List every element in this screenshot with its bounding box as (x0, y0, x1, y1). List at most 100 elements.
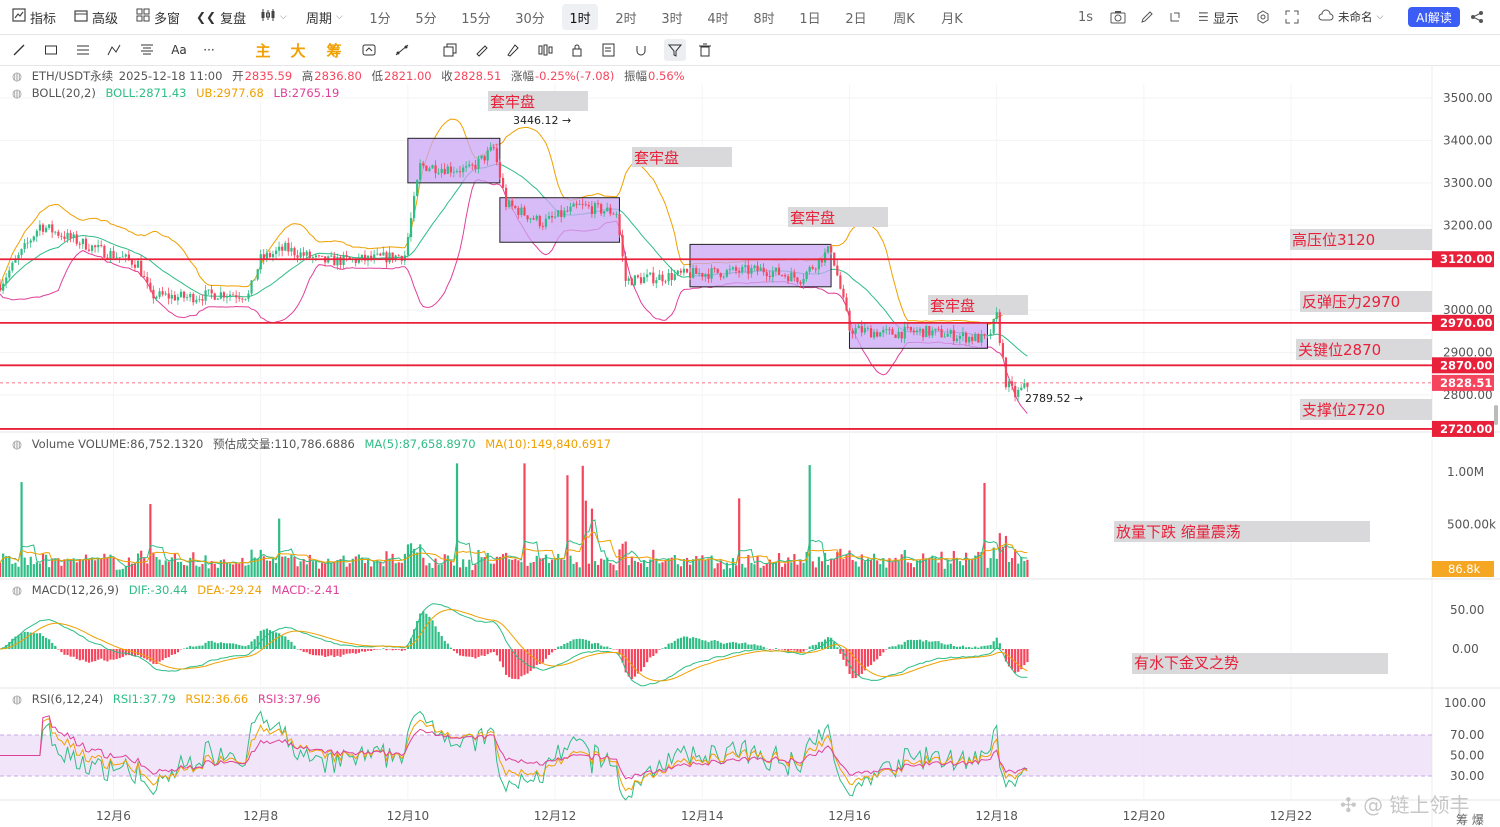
fullscreen-icon[interactable] (1285, 4, 1299, 30)
macd-bar (636, 649, 640, 674)
sync-icon[interactable] (360, 41, 378, 59)
big-order-button[interactable]: 大 (290, 41, 306, 60)
candle-body (238, 297, 241, 299)
volume-bar (1023, 561, 1026, 577)
candle (489, 142, 492, 152)
replay-button[interactable]: ❮❮ 复盘 (188, 4, 254, 30)
volume-bar (29, 556, 32, 577)
period-button[interactable]: 周期 ⌵ (298, 4, 351, 30)
indicators-button[interactable]: 指标 (4, 4, 64, 30)
magnet-icon[interactable] (632, 41, 650, 59)
fib-icon[interactable] (106, 41, 124, 59)
volume-bar (133, 563, 137, 577)
volume-bar (508, 559, 511, 577)
macd-bar (449, 647, 452, 649)
filter-icon[interactable] (664, 39, 686, 61)
volume-bar (790, 562, 793, 577)
candle-body (830, 246, 833, 253)
candle-body (670, 272, 673, 280)
display-button[interactable]: ☰ 显示 (1198, 4, 1239, 30)
settings-icon[interactable] (1256, 4, 1270, 30)
timeframe-8h[interactable]: 8时 (753, 11, 775, 27)
undo-icon[interactable] (1168, 4, 1182, 30)
more-tools-icon[interactable]: ··· (203, 43, 215, 57)
macd-bar (557, 646, 560, 649)
macd-bar (103, 649, 106, 661)
candle-body (109, 251, 112, 259)
candle-body (468, 164, 471, 167)
timeframe-month[interactable]: 月K (941, 11, 963, 27)
candle-body (658, 274, 661, 281)
candle-body (81, 238, 84, 245)
candle-body (931, 330, 934, 336)
candle (695, 264, 698, 275)
chips-button[interactable]: 筹 (326, 41, 342, 60)
candle-pattern-icon[interactable] (536, 41, 554, 59)
pen-icon[interactable] (1140, 4, 1154, 30)
rectangle-icon[interactable] (42, 41, 60, 59)
macd-annotation: 有水下金叉之势 (1134, 654, 1239, 672)
highlighter-icon[interactable] (504, 41, 522, 59)
timeframe-1m[interactable]: 1分 (369, 11, 391, 27)
macd-bar (1014, 649, 1017, 673)
layout-name-button[interactable]: 未命名 ⌵ (1318, 4, 1383, 30)
main-force-button[interactable]: 主 (255, 41, 271, 60)
candle (836, 259, 839, 277)
candle (652, 266, 655, 287)
timeframe-3h[interactable]: 3时 (661, 11, 683, 27)
copy-icon[interactable] (441, 41, 459, 59)
candle-body (854, 328, 857, 334)
timeframe-4h[interactable]: 4时 (707, 11, 729, 27)
timeframe-5m[interactable]: 5分 (415, 11, 437, 27)
lock-icon[interactable] (568, 41, 586, 59)
volume-ma10: MA(10):149,840.6917 (485, 437, 612, 451)
volume-bar (554, 559, 557, 577)
volume-bar (1011, 558, 1014, 577)
volume-bar (609, 563, 612, 577)
timeframe-2d[interactable]: 2日 (845, 11, 867, 27)
timeframe-15m[interactable]: 15分 (461, 11, 491, 27)
eye-icon[interactable]: ◍ (12, 437, 23, 451)
timeframe-2h[interactable]: 2时 (615, 11, 637, 27)
macd-bar (158, 649, 161, 662)
multi-window-button[interactable]: 多窗 (128, 4, 188, 30)
advanced-button[interactable]: 高级 (66, 4, 126, 30)
timeframe-week[interactable]: 周K (893, 11, 915, 27)
interval-1s[interactable]: 1s (1078, 9, 1094, 25)
parallel-lines-icon[interactable] (74, 41, 92, 59)
camera-icon[interactable] (1110, 4, 1126, 30)
candle-body (986, 335, 989, 337)
measure-icon[interactable] (393, 41, 411, 59)
volume-bar (894, 557, 897, 577)
text-tool-icon[interactable]: Aa (171, 43, 187, 57)
fib-levels-icon[interactable] (138, 41, 156, 59)
eye-icon[interactable]: ◍ (12, 86, 23, 100)
trendline-icon[interactable] (10, 41, 28, 59)
candle (146, 272, 149, 289)
volume-bar (419, 544, 422, 577)
volume-bar (676, 564, 679, 577)
edit-list-icon[interactable] (600, 41, 618, 59)
chart-type-button[interactable]: ⌵ (252, 4, 295, 30)
timeframe-30m[interactable]: 30分 (515, 11, 545, 27)
candle-body (713, 268, 716, 270)
candle-body (161, 291, 164, 295)
chart-svg[interactable]: 3500.00 3400.00 3300.00 3200.00 3000.00 2900.… (0, 66, 1500, 827)
brush-icon[interactable] (472, 41, 490, 59)
timeframe-1h[interactable]: 1时 (562, 4, 598, 30)
macd-bar (787, 649, 790, 652)
chart-area[interactable]: 3500.00 3400.00 3300.00 3200.00 3000.00 2900.… (0, 66, 1500, 827)
eye-icon[interactable]: ◍ (12, 69, 23, 83)
trash-icon[interactable] (696, 41, 714, 59)
eye-icon[interactable]: ◍ (12, 583, 23, 597)
timeframe-1d[interactable]: 1日 (799, 11, 821, 27)
macd-bar (722, 643, 725, 649)
share-icon[interactable] (1470, 4, 1484, 30)
eye-icon[interactable]: ◍ (12, 692, 23, 706)
volume-bar (360, 557, 364, 577)
ai-interpret-button[interactable]: AI解读 (1408, 7, 1460, 27)
candle-body (385, 252, 388, 263)
volume-bar (471, 569, 474, 577)
candle-body (229, 294, 232, 297)
macd-bar (1020, 649, 1023, 670)
